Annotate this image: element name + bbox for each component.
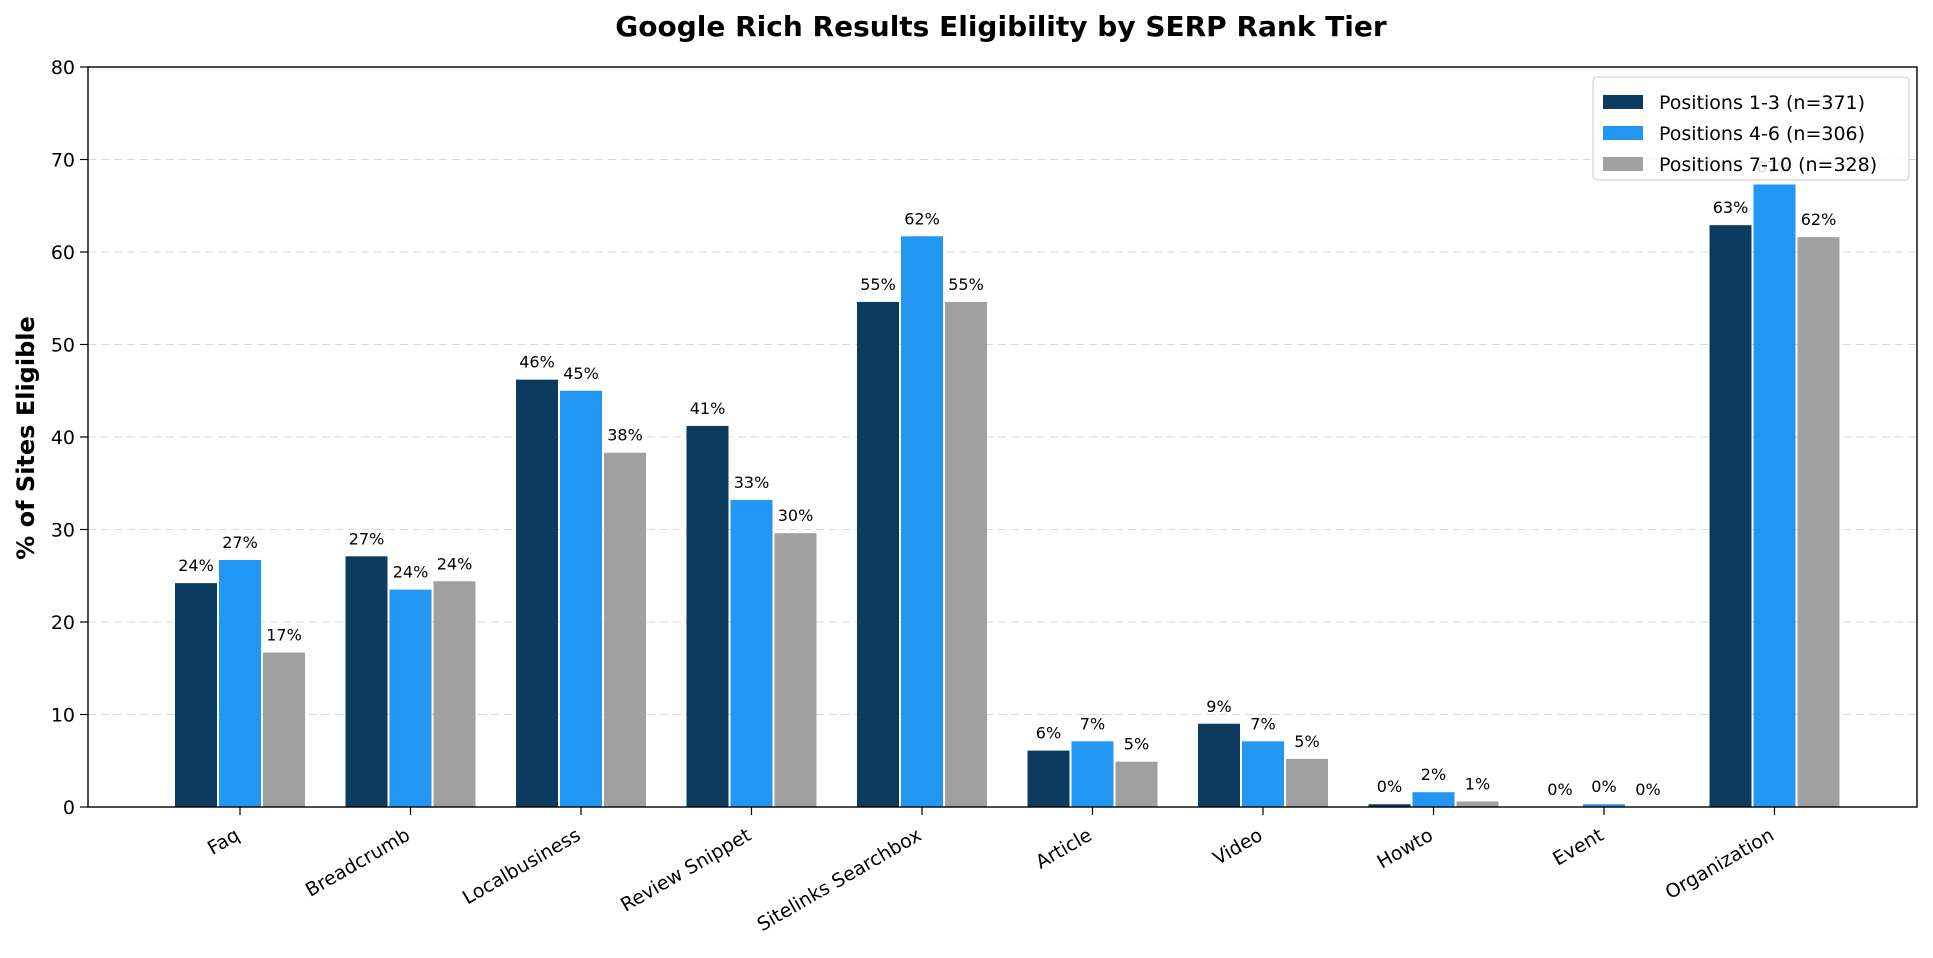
x-tick-label: Article	[1032, 824, 1096, 874]
bar-1-breadcrumb	[345, 556, 388, 807]
bar-value-label: 41%	[690, 399, 726, 418]
plot-frame	[87, 66, 1918, 808]
bar-1-localbusiness	[516, 379, 558, 807]
bar-value-label: 0%	[1547, 780, 1572, 799]
y-tick-label: 40	[51, 427, 75, 449]
bar-value-label: 24%	[437, 554, 473, 573]
legend-entry-label: Positions 1-3 (n=371)	[1659, 92, 1865, 114]
y-tick-label: 80	[51, 57, 75, 79]
legend-entry-label: Positions 7-10 (n=328)	[1659, 154, 1877, 176]
bar-2-event	[1583, 804, 1625, 807]
bar-2-organization	[1753, 184, 1796, 808]
x-tick-label: Breadcrumb	[302, 824, 414, 901]
bar-value-label: 24%	[178, 556, 214, 575]
bar-2-breadcrumb	[389, 589, 432, 807]
bar-3-video	[1286, 758, 1328, 807]
x-tick-label: Faq	[204, 824, 243, 859]
bar-value-label: 5%	[1294, 732, 1319, 751]
data-labels-group: 24% 27% 46% 41% 55% 6% 9% 0% 0% 63% 27% 24% 45% 33% 62…	[178, 157, 1836, 799]
bar-value-label: 0%	[1591, 777, 1616, 796]
bar-1-video	[1198, 723, 1240, 807]
bar-value-label: 63%	[1713, 198, 1749, 217]
bar-value-label: 9%	[1206, 697, 1231, 716]
bar-1-sitelinks-searchbox	[857, 301, 899, 807]
bar-2-faq	[219, 560, 261, 807]
bar-3-localbusiness	[604, 452, 646, 807]
x-tick-label: Video	[1209, 824, 1266, 870]
bar-1-faq	[175, 583, 217, 807]
bar-value-label: 62%	[1801, 210, 1837, 229]
bar-3-review-snippet	[774, 533, 817, 807]
legend-swatch	[1603, 95, 1643, 109]
bar-value-label: 0%	[1377, 777, 1402, 796]
bar-value-label: 55%	[948, 275, 984, 294]
bar-value-label: 7%	[1250, 714, 1275, 733]
bar-value-label: 62%	[904, 209, 940, 228]
legend: Positions 1-3 (n=371) Positions 4-6 (n=30…	[1592, 76, 1910, 181]
bar-value-label: 7%	[1080, 714, 1105, 733]
bar-1-article	[1027, 750, 1070, 807]
chart-title: Google Rich Results Eligibility by SERP …	[615, 10, 1387, 43]
y-tick-label: 20	[51, 612, 75, 634]
bar-3-organization	[1797, 237, 1840, 807]
x-tick-label: Sitelinks Searchbox	[754, 824, 926, 936]
bar-value-label: 27%	[349, 529, 385, 548]
bar-value-label: 45%	[563, 364, 599, 383]
bar-value-label: 27%	[222, 533, 258, 552]
y-tick-label: 30	[51, 520, 75, 542]
legend-entry-label: Positions 4-6 (n=306)	[1659, 123, 1865, 145]
bar-2-video	[1242, 741, 1284, 807]
bar-value-label: 0%	[1635, 780, 1660, 799]
bar-value-label: 2%	[1421, 765, 1446, 784]
x-tick-label: Howto	[1373, 824, 1436, 873]
y-tick-label: 60	[51, 242, 75, 264]
legend-box	[1592, 76, 1910, 181]
bar-1-organization	[1709, 225, 1752, 808]
bar-2-review-snippet	[730, 499, 773, 807]
bar-3-sitelinks-searchbox	[945, 301, 987, 807]
bar-value-label: 33%	[734, 473, 770, 492]
bar-value-label: 1%	[1465, 774, 1490, 793]
bar-value-label: 17%	[266, 626, 302, 645]
x-tick-label: Event	[1549, 824, 1607, 870]
legend-swatch	[1603, 157, 1643, 171]
bar-value-label: 5%	[1124, 735, 1149, 754]
bar-2-howto	[1412, 792, 1455, 807]
x-tick-label: Organization	[1662, 824, 1778, 904]
y-tick-label: 0	[63, 797, 75, 819]
legend-swatch	[1603, 126, 1643, 140]
x-tick-label: Review Snippet	[617, 824, 755, 916]
bar-value-label: 30%	[778, 506, 814, 525]
x-tick-label: Localbusiness	[459, 824, 584, 909]
y-tick-label: 50	[51, 335, 75, 357]
bar-value-label: 24%	[393, 563, 429, 582]
bar-3-howto	[1456, 801, 1499, 807]
y-axis-label: % of Sites Eligible	[12, 316, 40, 560]
bar-value-label: 38%	[607, 426, 643, 445]
bar-3-article	[1115, 761, 1158, 807]
bar-1-howto	[1368, 804, 1411, 807]
y-tick-label: 70	[51, 150, 75, 172]
y-tick-label: 10	[51, 705, 75, 727]
bar-2-sitelinks-searchbox	[901, 236, 943, 807]
bar-3-faq	[263, 652, 305, 807]
bar-value-label: 55%	[860, 275, 896, 294]
bar-2-article	[1071, 741, 1114, 807]
bar-3-breadcrumb	[433, 581, 476, 807]
bars-group	[175, 184, 1840, 808]
bar-value-label: 46%	[519, 353, 555, 372]
bar-1-review-snippet	[686, 425, 729, 807]
bar-2-localbusiness	[560, 390, 602, 807]
bar-value-label: 6%	[1036, 724, 1061, 743]
